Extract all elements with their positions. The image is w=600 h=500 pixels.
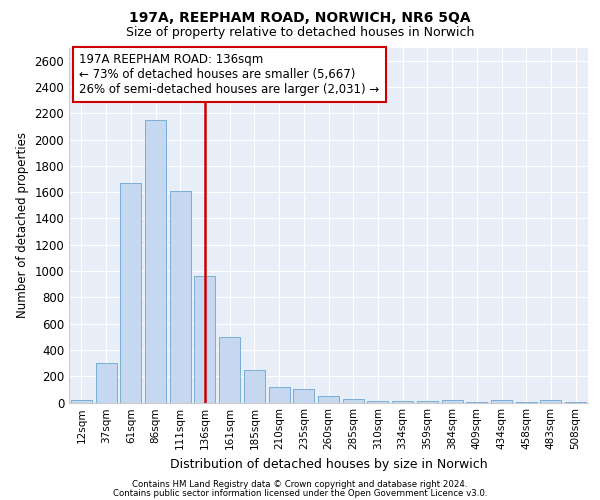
Bar	[293, 390, 314, 402]
Bar	[442, 400, 463, 402]
X-axis label: Distribution of detached houses by size in Norwich: Distribution of detached houses by size …	[170, 458, 487, 471]
Bar	[392, 401, 413, 402]
Bar	[194, 276, 215, 402]
Text: Size of property relative to detached houses in Norwich: Size of property relative to detached ho…	[126, 26, 474, 39]
Y-axis label: Number of detached properties: Number of detached properties	[16, 132, 29, 318]
Bar	[367, 400, 388, 402]
Text: 197A, REEPHAM ROAD, NORWICH, NR6 5QA: 197A, REEPHAM ROAD, NORWICH, NR6 5QA	[129, 12, 471, 26]
Bar	[244, 370, 265, 402]
Bar	[95, 363, 116, 403]
Bar	[269, 386, 290, 402]
Bar	[145, 120, 166, 403]
Text: Contains public sector information licensed under the Open Government Licence v3: Contains public sector information licen…	[113, 489, 487, 498]
Bar	[318, 396, 339, 402]
Bar	[541, 400, 562, 402]
Bar	[71, 400, 92, 402]
Bar	[219, 337, 240, 402]
Bar	[120, 183, 141, 402]
Bar	[343, 398, 364, 402]
Bar	[170, 191, 191, 402]
Text: 197A REEPHAM ROAD: 136sqm
← 73% of detached houses are smaller (5,667)
26% of se: 197A REEPHAM ROAD: 136sqm ← 73% of detac…	[79, 53, 380, 96]
Text: Contains HM Land Registry data © Crown copyright and database right 2024.: Contains HM Land Registry data © Crown c…	[132, 480, 468, 489]
Bar	[491, 400, 512, 402]
